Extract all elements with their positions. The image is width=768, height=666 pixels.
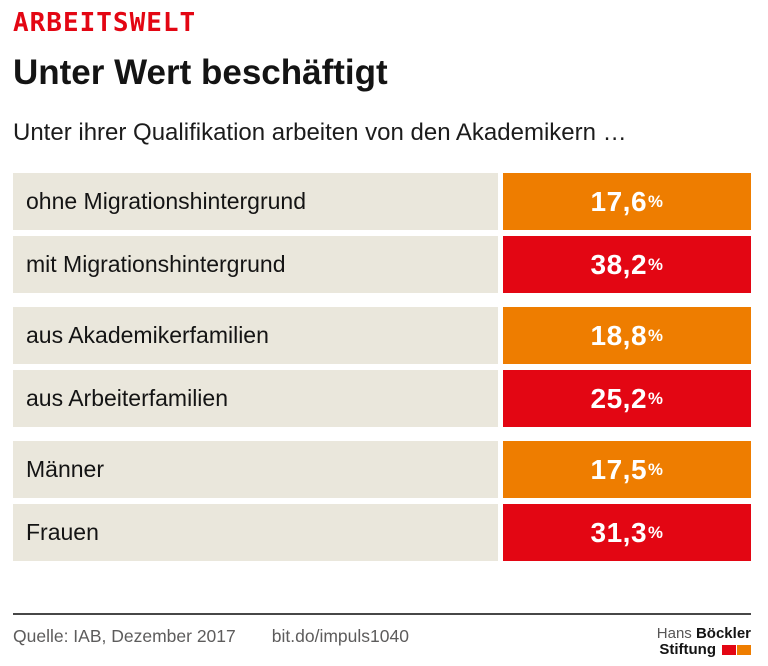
chart-row: Männer 17,5% (13, 441, 751, 498)
logo-hans: Hans (656, 625, 692, 642)
logo-line1: Hans Böckler (657, 626, 751, 642)
chart-row: aus Akademikerfamilien 18,8% (13, 307, 751, 364)
chart-row: mit Migrationshintergrund 38,2% (13, 236, 751, 293)
logo-red-square-icon (722, 645, 736, 655)
chart-row: ohne Migrationshintergrund 17,6% (13, 173, 751, 230)
row-value: 25,2 (590, 382, 648, 414)
source-link: bit.do/impuls1040 (271, 626, 409, 646)
row-value-block: 25,2% (503, 370, 751, 427)
logo-orange-square-icon (737, 645, 751, 655)
row-label: Männer (13, 441, 498, 498)
chart-row: Frauen 31,3% (13, 504, 751, 561)
row-value-block: 17,5% (503, 441, 751, 498)
chart: ohne Migrationshintergrund 17,6% mit Mig… (13, 173, 751, 561)
percent-sign: % (648, 388, 664, 408)
row-value: 18,8 (590, 319, 648, 351)
source-line: Quelle: IAB, Dezember 2017 bit.do/impuls… (13, 626, 409, 647)
row-label: aus Arbeiterfamilien (13, 370, 498, 427)
row-value: 17,5 (590, 453, 648, 485)
source-text: Quelle: IAB, Dezember 2017 (13, 626, 236, 646)
logo-line2: Stiftung (657, 642, 751, 658)
footer: Quelle: IAB, Dezember 2017 bit.do/impuls… (13, 613, 751, 658)
page-title: Unter Wert beschäftigt (13, 53, 388, 92)
percent-sign: % (648, 191, 664, 211)
logo-stiftung: Stiftung (659, 641, 716, 658)
row-value-block: 31,3% (503, 504, 751, 561)
row-value: 17,6 (590, 185, 648, 217)
chart-group-family: aus Akademikerfamilien 18,8% aus Arbeite… (13, 307, 751, 427)
logo-boeckler: Böckler (695, 625, 751, 642)
row-value-block: 17,6% (503, 173, 751, 230)
percent-sign: % (648, 522, 664, 542)
row-label: aus Akademikerfamilien (13, 307, 498, 364)
logo-squares (722, 645, 751, 655)
percent-sign: % (648, 459, 664, 479)
row-label: ohne Migrationshintergrund (13, 173, 498, 230)
row-value-block: 18,8% (503, 307, 751, 364)
chart-group-migration: ohne Migrationshintergrund 17,6% mit Mig… (13, 173, 751, 293)
row-label: Frauen (13, 504, 498, 561)
percent-sign: % (648, 254, 664, 274)
kicker-label: ARBEITSWELT (13, 8, 197, 38)
percent-sign: % (648, 325, 664, 345)
chart-subtitle: Unter ihrer Qualifikation arbeiten von d… (13, 119, 627, 146)
row-label: mit Migrationshintergrund (13, 236, 498, 293)
row-value: 38,2 (590, 248, 648, 280)
chart-group-gender: Männer 17,5% Frauen 31,3% (13, 441, 751, 561)
chart-row: aus Arbeiterfamilien 25,2% (13, 370, 751, 427)
row-value-block: 38,2% (503, 236, 751, 293)
hans-boeckler-stiftung-logo: Hans Böckler Stiftung (657, 626, 751, 658)
row-value: 31,3 (590, 516, 648, 548)
